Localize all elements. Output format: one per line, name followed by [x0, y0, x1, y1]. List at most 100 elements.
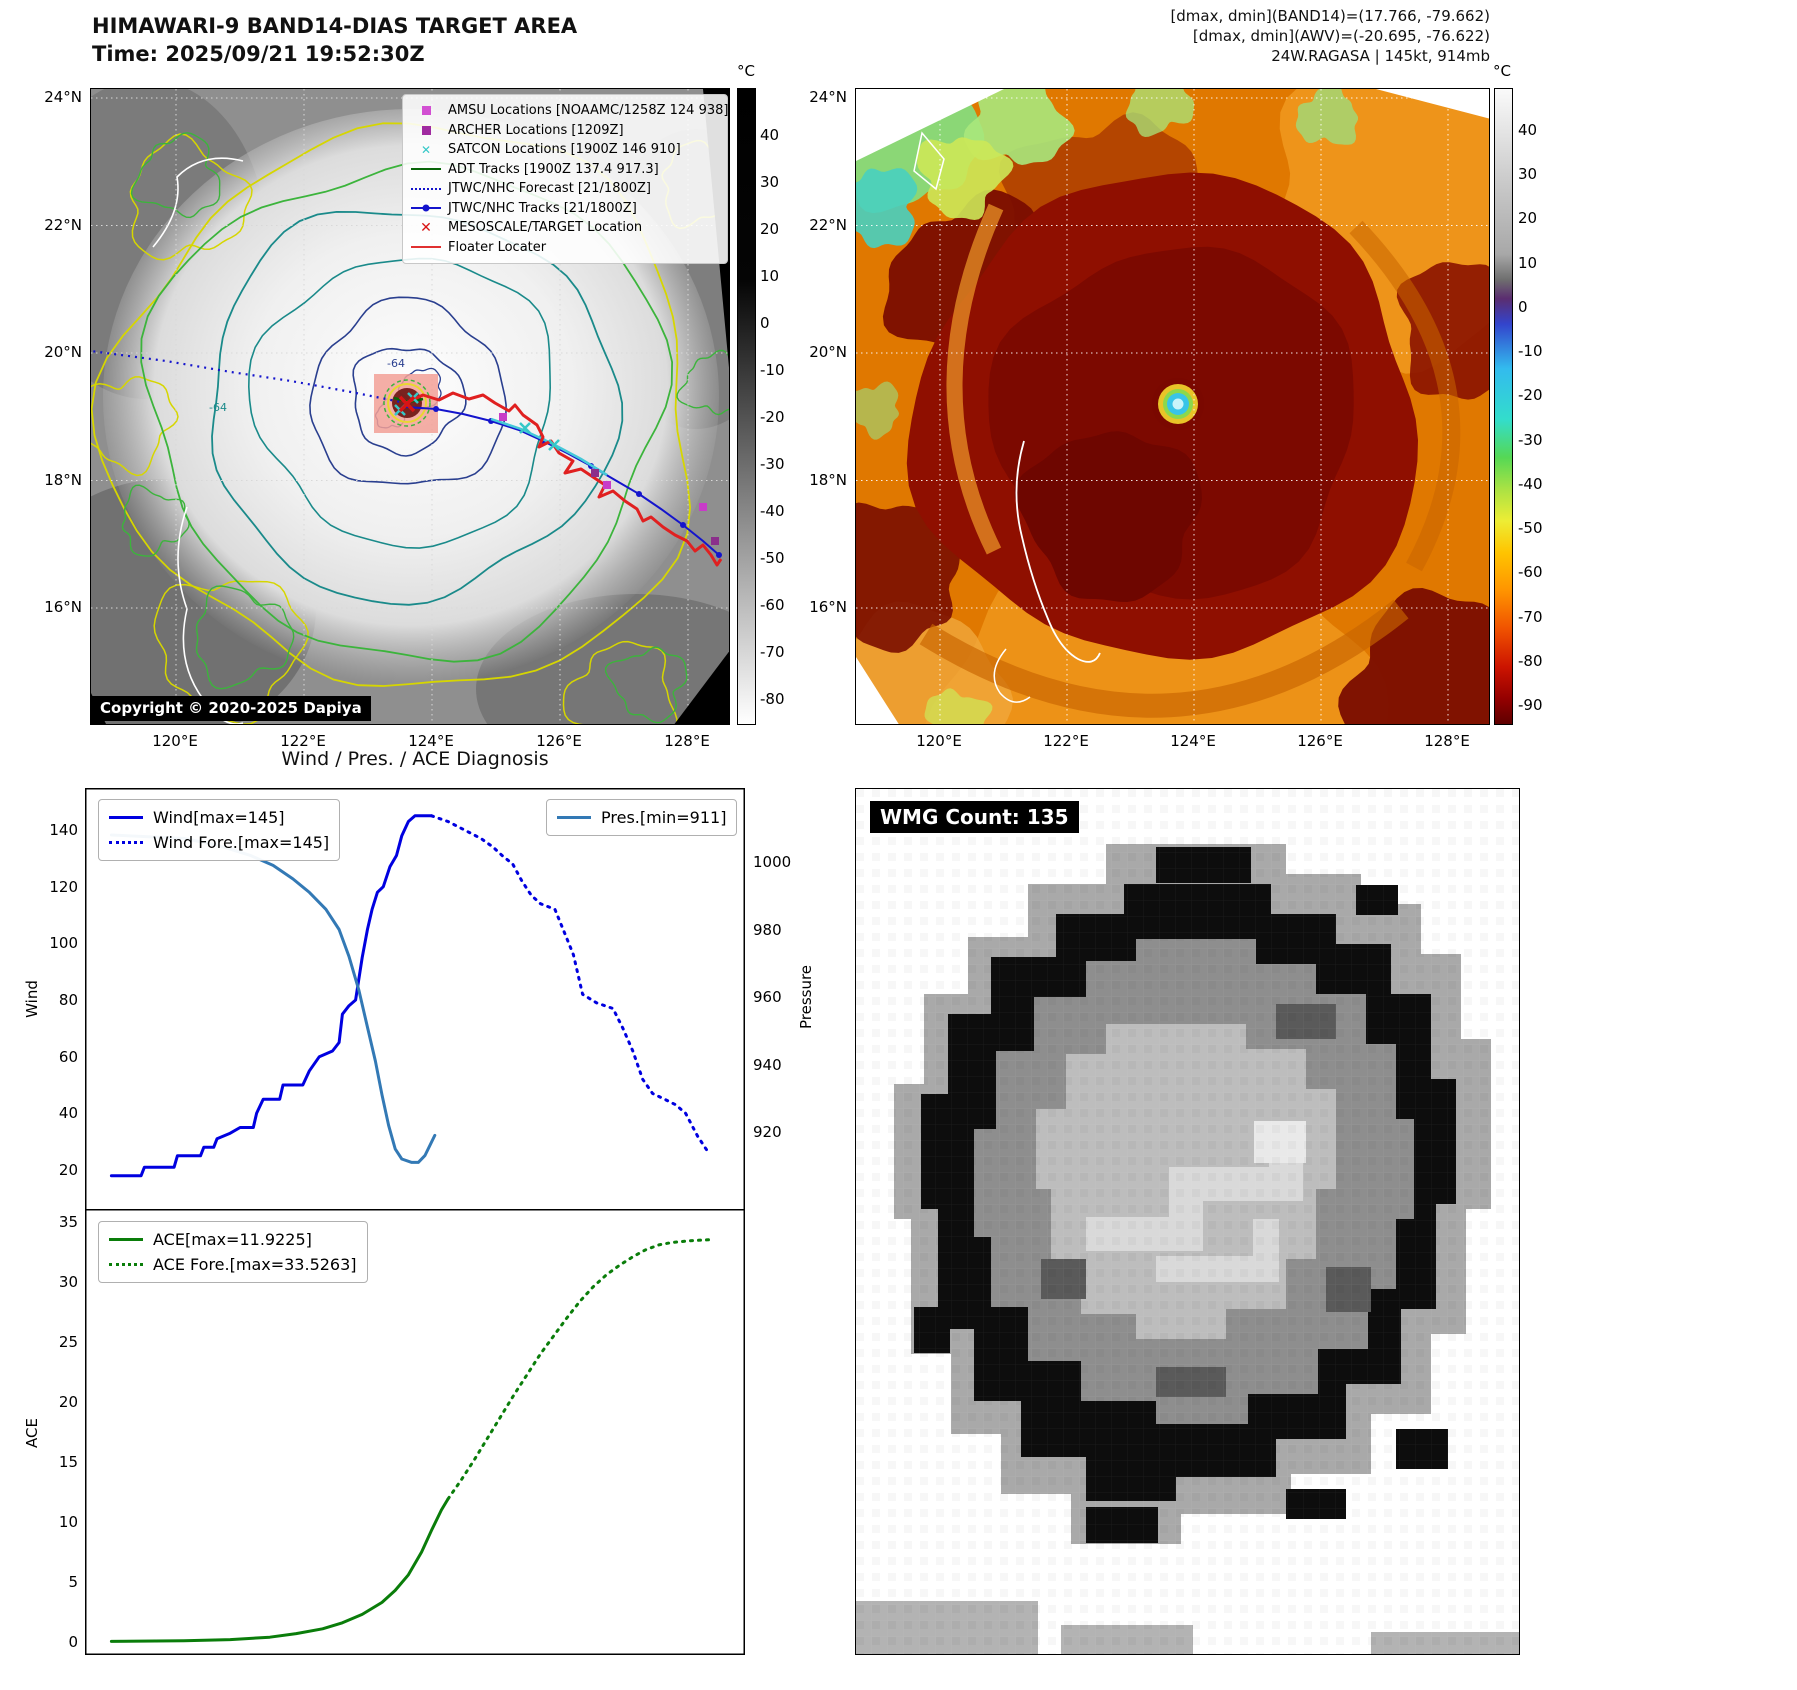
scan-edge — [674, 651, 729, 724]
line-dot-marker — [411, 201, 441, 215]
wind-axis-label: Wind — [23, 980, 41, 1018]
legend-label: AMSU Locations [NOAAMC/1258Z 124 938] — [448, 103, 729, 119]
tr-colorbar-tick: 30 — [1518, 165, 1538, 184]
dmax-dmin-awv: [dmax, dmin](AWV)=(-20.695, -76.622) — [1192, 27, 1490, 45]
ace-y-tick: 25 — [58, 1333, 78, 1351]
tl-x-tick: 124°E — [408, 732, 454, 750]
x-bold-marker: ✕ — [420, 219, 432, 236]
contour-label: -64 — [209, 401, 227, 414]
legend-label: SATCON Locations [1900Z 146 910] — [448, 142, 681, 158]
storm-stats-header: [dmax, dmin](BAND14)=(17.766, -79.662) [… — [950, 6, 1490, 66]
scan-edge — [856, 657, 899, 724]
coastline-taiwan — [152, 157, 244, 248]
legend-label: JTWC/NHC Tracks [21/1800Z] — [448, 200, 637, 216]
tl-colorbar-tick: -80 — [760, 690, 785, 708]
tr-colorbar-tick: 20 — [1518, 209, 1538, 228]
tr-y-tick: 24°N — [809, 88, 847, 106]
typhoon-eye — [1152, 378, 1204, 430]
legend-label: ACE[max=11.9225] — [153, 1230, 312, 1249]
square-marker — [411, 123, 441, 137]
wind-y-tick: 100 — [49, 934, 78, 953]
dotted-marker — [109, 836, 143, 850]
storm-id-intensity: 24W.RAGASA | 145kt, 914mb — [1271, 47, 1490, 65]
grayscale-temperature-colorbar — [737, 88, 756, 725]
tr-colorbar-tick: -40 — [1518, 474, 1543, 493]
tr-x-tick: 128°E — [1424, 732, 1470, 750]
ace-y-tick: 20 — [58, 1393, 78, 1411]
legend-label: ADT Tracks [1900Z 137.4 917.3] — [448, 161, 659, 177]
tl-x-tick: 126°E — [536, 732, 582, 750]
tl-colorbar-tick: 30 — [760, 173, 780, 191]
tr-y-tick: 22°N — [809, 215, 847, 234]
copyright-label: Copyright © 2020-2025 Dapiya — [91, 696, 371, 721]
legend-item: Wind Fore.[max=145] — [109, 830, 329, 855]
diagnosis-chart-title: Wind / Pres. / ACE Diagnosis — [281, 748, 549, 770]
line-marker — [109, 811, 143, 825]
coastline-island — [993, 648, 1031, 703]
tr-x-tick: 120°E — [916, 732, 962, 750]
pressure-legend: Pres.[min=911] — [546, 799, 738, 836]
pressure-y-tick: 940 — [753, 1055, 782, 1074]
tr-x-tick: 126°E — [1297, 732, 1343, 750]
jtwc-forecast-track — [91, 349, 407, 405]
ace-y-tick: 5 — [68, 1573, 78, 1591]
tr-x-tick: 122°E — [1043, 732, 1089, 750]
tl-y-tick: 22°N — [44, 215, 82, 234]
x-marker: ✕ — [420, 142, 432, 157]
tl-colorbar-tick: 10 — [760, 267, 780, 285]
enhanced-ir-map — [855, 88, 1490, 725]
wind-pressure-ace-charts — [85, 788, 745, 1655]
floater-track — [405, 391, 723, 567]
legend-item: ✕ MESOSCALE/TARGET Location — [411, 218, 719, 238]
wmg-pixel-map: WMG Count: 135 — [855, 788, 1520, 1655]
tr-colorbar-tick: -90 — [1518, 695, 1543, 714]
legend-item: ACE Fore.[max=33.5263] — [109, 1252, 357, 1277]
band14-target-area-map: -64 -64 AMSU Locations [NOAAMC/1258Z 124… — [90, 88, 730, 725]
legend-item: ADT Tracks [1900Z 137.4 917.3] — [411, 160, 719, 180]
line-marker — [411, 240, 441, 254]
legend-item: ACE[max=11.9225] — [109, 1227, 357, 1252]
tr-x-tick: 124°E — [1170, 732, 1216, 750]
dotted-marker — [109, 1258, 143, 1272]
map-legend: AMSU Locations [NOAAMC/1258Z 124 938] ARC… — [402, 94, 728, 264]
mesoscale-target-x — [398, 395, 416, 413]
legend-label: Floater Locater — [448, 239, 547, 255]
dmax-dmin-band14: [dmax, dmin](BAND14)=(17.766, -79.662) — [1170, 7, 1490, 25]
line-marker — [109, 1233, 143, 1247]
tl-x-tick: 120°E — [152, 732, 198, 750]
legend-label: ARCHER Locations [1209Z] — [448, 122, 624, 138]
ace-y-tick: 15 — [58, 1453, 78, 1471]
tl-colorbar-tick: -20 — [760, 408, 785, 426]
legend-item: Pres.[min=911] — [557, 805, 726, 830]
jtwc-track — [405, 406, 720, 556]
pressure-y-tick: 980 — [753, 920, 782, 939]
page-title: HIMAWARI-9 BAND14-DIAS TARGET AREA — [92, 14, 578, 38]
wind-y-tick: 120 — [49, 877, 78, 896]
wind-y-tick: 80 — [58, 991, 78, 1009]
tl-y-tick: 20°N — [44, 343, 82, 361]
tl-colorbar-tick: -50 — [760, 549, 785, 567]
square-marker — [411, 104, 441, 118]
legend-label: ACE Fore.[max=33.5263] — [153, 1255, 357, 1274]
tl-colorbar-tick: -10 — [760, 361, 785, 379]
ace-legend: ACE[max=11.9225] ACE Fore.[max=33.5263] — [98, 1221, 368, 1283]
enhanced-temperature-colorbar — [1494, 88, 1513, 725]
ace-y-tick: 0 — [68, 1633, 78, 1651]
wind-y-tick: 60 — [58, 1047, 78, 1066]
legend-item: JTWC/NHC Forecast [21/1800Z] — [411, 179, 719, 199]
dotted-marker — [411, 182, 441, 196]
legend-item: Wind[max=145] — [109, 805, 329, 830]
series-wind-fore-max- — [430, 814, 711, 1155]
line-marker — [411, 162, 441, 176]
pressure-axis-label: Pressure — [797, 964, 815, 1030]
tl-colorbar-tick: -30 — [760, 455, 785, 473]
legend-label: Pres.[min=911] — [601, 808, 727, 827]
ace-plot-area — [85, 1209, 745, 1655]
coastline-luzon — [1015, 440, 1101, 663]
line-marker — [557, 811, 591, 825]
tl-x-tick: 122°E — [280, 732, 326, 750]
pressure-y-tick: 1000 — [753, 853, 792, 871]
wind-y-tick: 20 — [58, 1161, 78, 1179]
legend-label: Wind Fore.[max=145] — [153, 833, 330, 852]
